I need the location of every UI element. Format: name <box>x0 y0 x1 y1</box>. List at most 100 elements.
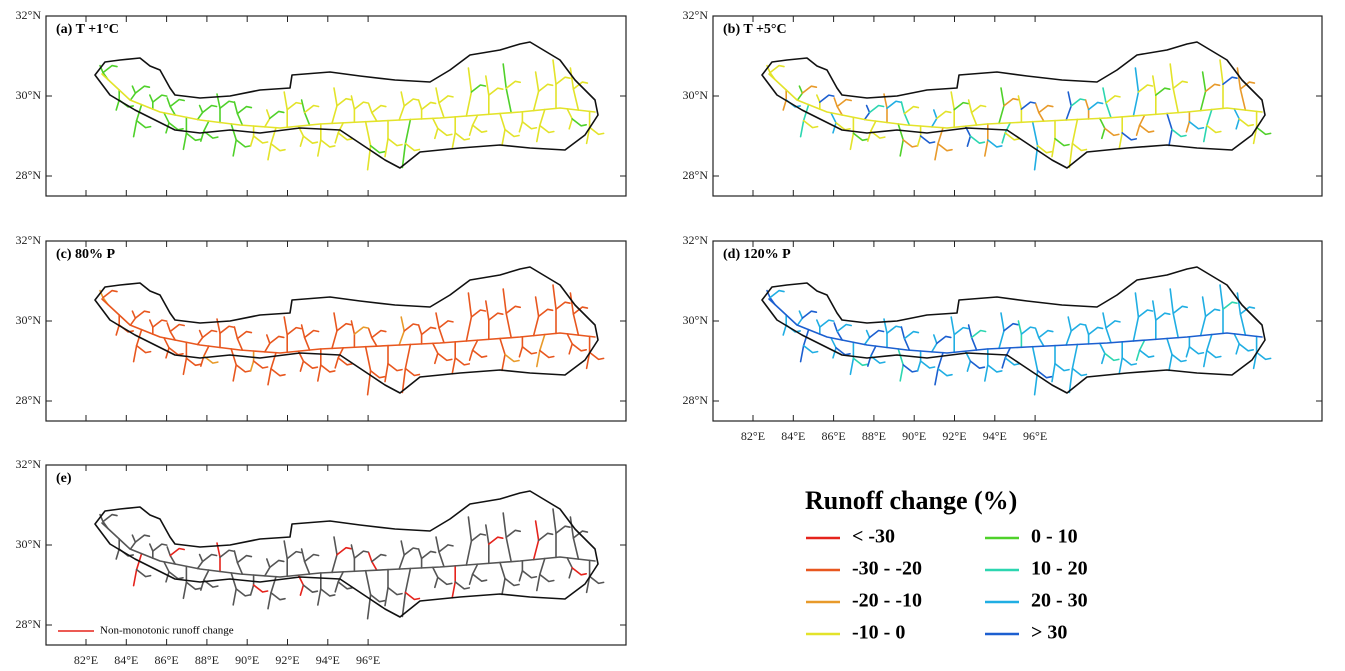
river <box>572 530 589 539</box>
river <box>235 588 251 597</box>
river <box>919 135 936 144</box>
river <box>538 573 555 583</box>
river <box>1188 120 1205 130</box>
river <box>801 85 818 94</box>
river <box>353 326 370 335</box>
note-label: Non-monotonic runoff change <box>100 625 234 637</box>
panel-frame <box>45 15 627 197</box>
river <box>420 326 437 336</box>
river <box>937 367 953 377</box>
river <box>134 85 151 94</box>
river <box>868 104 885 114</box>
river <box>152 543 168 552</box>
river <box>387 586 403 596</box>
river-network <box>94 266 605 396</box>
map-panel: 32°N 30°N 28°N (a) T +1°C <box>16 8 627 197</box>
river <box>236 330 253 340</box>
lat-tick-label: 30°N <box>16 537 42 551</box>
river <box>252 584 269 593</box>
lon-tick-label: 92°E <box>275 653 299 667</box>
lat-tick-label: 28°N <box>683 393 709 407</box>
river <box>303 104 320 114</box>
lon-tick-label: 96°E <box>356 653 380 667</box>
river <box>1071 142 1088 152</box>
river <box>471 573 488 582</box>
legend-label: -10 - 0 <box>852 622 905 644</box>
lat-tick-label: 32°N <box>16 233 42 247</box>
river <box>404 591 421 601</box>
panel-frame <box>712 15 1323 197</box>
river <box>369 593 386 603</box>
river <box>537 532 554 542</box>
river <box>1121 357 1138 366</box>
panel-label: (c) 80% P <box>56 247 116 262</box>
river <box>319 364 336 373</box>
river <box>471 124 488 133</box>
river <box>1054 362 1070 372</box>
river <box>235 364 251 373</box>
river <box>1222 301 1238 310</box>
river <box>504 353 520 363</box>
river <box>185 581 202 591</box>
river <box>538 349 555 359</box>
river <box>101 522 596 578</box>
river <box>337 357 354 366</box>
legend-label: 20 - 30 <box>1031 590 1088 612</box>
river <box>403 323 420 332</box>
river-network <box>94 490 605 620</box>
river <box>986 139 1003 148</box>
lon-tick-label: 94°E <box>983 429 1007 443</box>
river <box>970 104 987 114</box>
lon-tick-label: 86°E <box>822 429 846 443</box>
river <box>436 352 453 362</box>
map-panel: 32°N 30°N 28°N (c) 80% P <box>16 233 627 422</box>
river <box>538 124 555 134</box>
lat-tick-label: 30°N <box>683 313 709 327</box>
river <box>1103 352 1120 362</box>
lon-tick-label: 90°E <box>902 429 926 443</box>
river <box>1238 118 1255 127</box>
panel-frame <box>45 464 627 646</box>
river <box>836 323 852 333</box>
river <box>201 553 218 563</box>
river <box>269 110 285 120</box>
lon-tick-label: 88°E <box>195 653 219 667</box>
river <box>420 550 437 560</box>
river <box>769 289 785 299</box>
river <box>1205 124 1222 134</box>
river <box>487 312 504 321</box>
map-panel: 32°N 30°N 28°N (b) T +5°C <box>683 8 1323 197</box>
river <box>404 142 421 152</box>
river <box>588 575 605 585</box>
river <box>537 308 554 318</box>
river <box>969 360 986 369</box>
river <box>102 64 118 74</box>
river <box>1238 343 1255 352</box>
river <box>438 544 454 553</box>
river <box>1037 104 1054 114</box>
lon-tick-label: 94°E <box>316 653 340 667</box>
lat-tick-label: 28°N <box>16 393 42 407</box>
river <box>870 130 886 139</box>
river <box>270 142 286 152</box>
river <box>319 139 336 148</box>
river <box>1037 329 1054 339</box>
river <box>1137 309 1154 318</box>
river <box>454 581 471 590</box>
river <box>286 326 302 336</box>
river <box>1222 76 1238 85</box>
river <box>1188 345 1205 355</box>
river <box>902 139 918 148</box>
river <box>252 360 269 369</box>
river-network <box>761 266 1272 396</box>
river <box>337 581 354 590</box>
river <box>436 576 453 586</box>
river <box>836 98 852 108</box>
river <box>1239 306 1256 315</box>
river <box>403 547 420 556</box>
river <box>572 81 589 90</box>
river <box>101 73 596 129</box>
river <box>438 320 454 329</box>
river <box>269 559 285 569</box>
